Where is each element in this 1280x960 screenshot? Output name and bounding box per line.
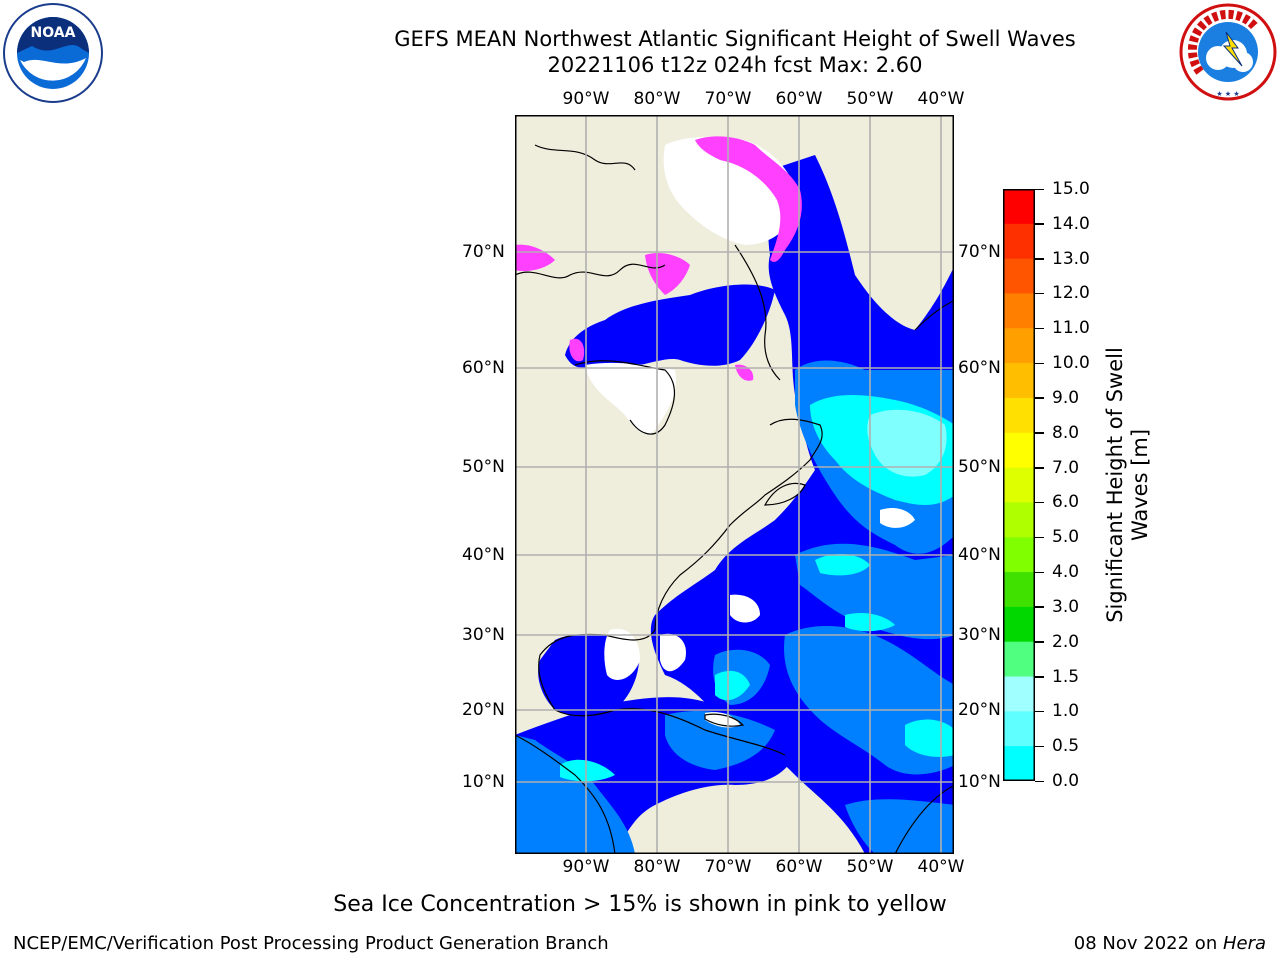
svg-text:NOAA: NOAA (31, 25, 76, 41)
colorbar-tick-label: 14.0 (1052, 213, 1090, 234)
colorbar-tick-label: 1.5 (1052, 666, 1080, 687)
lat-label-right: 10°N (958, 772, 1001, 792)
colorbar-segment (1003, 258, 1035, 294)
colorbar-tick-label: 12.0 (1052, 283, 1090, 304)
colorbar-tick-mark (1035, 710, 1044, 713)
colorbar-tick-label: 0.0 (1052, 771, 1080, 791)
run-date: 08 Nov 2022 on Hera (1073, 933, 1266, 954)
colorbar-tick-mark (1035, 606, 1044, 608)
coastlines (515, 144, 954, 854)
graticule (515, 115, 954, 854)
colorbar-segment (1003, 432, 1035, 469)
colorbar-segment (1003, 328, 1035, 364)
colorbar-tick-mark (1035, 188, 1044, 190)
lat-label-left: 70°N (462, 242, 505, 262)
colorbar-segment (1003, 467, 1035, 503)
colorbar-segment (1003, 363, 1035, 399)
nws-logo-icon: ★ ★ ★ (1179, 3, 1277, 101)
map-title: GEFS MEAN Northwest Atlantic Significant… (394, 27, 1076, 51)
lon-label-top: 80°W (633, 89, 681, 109)
colorbar-tick-mark (1035, 676, 1044, 678)
colorbar-segment (1003, 746, 1035, 781)
colorbar-label: Significant Height of Swell Waves [m] (1103, 347, 1152, 623)
colorbar-tick-label: 4.0 (1052, 562, 1080, 583)
colorbar-tick-mark (1035, 571, 1044, 574)
colorbar-tick-label: 13.0 (1052, 248, 1090, 269)
swell-top-layer (867, 409, 947, 477)
lon-label-top: 40°W (917, 89, 965, 109)
noaa-logo-icon: NOAA (3, 3, 103, 103)
colorbar-tick-mark (1035, 501, 1044, 504)
colorbar-tick-label: 15.0 (1052, 179, 1090, 199)
colorbar-tick-label: 7.0 (1052, 457, 1080, 478)
lon-label-top: 90°W (562, 89, 610, 109)
colorbar-tick-mark (1035, 223, 1044, 225)
lat-label-right: 50°N (958, 457, 1001, 477)
lat-label-left: 10°N (462, 772, 505, 792)
lat-label-right: 20°N (958, 700, 1001, 720)
lon-label-bottom: 40°W (917, 857, 965, 877)
colorbar-tick-mark (1035, 258, 1044, 260)
colorbar-tick-label: 11.0 (1052, 318, 1090, 339)
producer-credit: NCEP/EMC/Verification Post Processing Pr… (13, 933, 609, 954)
colorbar-tick-label: 6.0 (1052, 492, 1080, 513)
sea-ice-note: Sea Ice Concentration > 15% is shown in … (333, 892, 947, 917)
map-subtitle: 20221106 t12z 024h fcst Max: 2.60 (547, 53, 923, 77)
lat-label-left: 40°N (462, 545, 505, 565)
lon-label-bottom: 60°W (775, 857, 823, 877)
colorbar-tick-label: 1.0 (1052, 701, 1080, 722)
colorbar-segment (1003, 572, 1035, 608)
colorbar-tick-label: 0.5 (1052, 736, 1080, 757)
colorbar-tick-mark (1035, 467, 1044, 469)
colorbar-tick-mark (1035, 362, 1044, 365)
colorbar-tick-label: 2.0 (1052, 631, 1080, 652)
colorbar-segment (1003, 293, 1035, 329)
svg-text:★ ★ ★: ★ ★ ★ (1216, 90, 1239, 98)
lon-label-top: 70°W (704, 89, 752, 109)
lon-label-top: 50°W (846, 89, 894, 109)
lat-label-right: 40°N (958, 545, 1001, 565)
lat-label-left: 60°N (462, 358, 505, 378)
colorbar-tick-mark (1035, 292, 1044, 295)
colorbar (1003, 189, 1035, 781)
colorbar-tick-label: 9.0 (1052, 387, 1080, 408)
colorbar-segment (1003, 502, 1035, 538)
lat-label-right: 30°N (958, 625, 1001, 645)
colorbar-tick-mark (1035, 536, 1044, 539)
colorbar-segment (1003, 606, 1035, 643)
colorbar-tick-mark (1035, 641, 1044, 643)
lat-label-left: 50°N (462, 457, 505, 477)
colorbar-segment (1003, 641, 1035, 678)
colorbar-segment (1003, 711, 1035, 747)
lat-label-left: 30°N (462, 625, 505, 645)
map-frame (515, 115, 954, 854)
colorbar-tick-mark (1035, 745, 1044, 748)
colorbar-segment (1003, 223, 1035, 260)
lat-label-right: 70°N (958, 242, 1001, 262)
lat-label-right: 60°N (958, 358, 1001, 378)
lon-label-bottom: 70°W (704, 857, 752, 877)
colorbar-tick-mark (1035, 780, 1044, 782)
colorbar-tick-label: 10.0 (1052, 353, 1090, 374)
lon-label-top: 60°W (775, 89, 823, 109)
colorbar-tick-label: 5.0 (1052, 527, 1080, 548)
lat-label-left: 20°N (462, 700, 505, 720)
colorbar-segment (1003, 189, 1035, 225)
lon-label-bottom: 80°W (633, 857, 681, 877)
lon-label-bottom: 90°W (562, 857, 610, 877)
lon-label-bottom: 50°W (846, 857, 894, 877)
colorbar-segment (1003, 676, 1035, 712)
swell-height-map (515, 115, 954, 854)
colorbar-tick-mark (1035, 397, 1044, 399)
colorbar-tick-mark (1035, 327, 1044, 330)
colorbar-tick-label: 8.0 (1052, 422, 1080, 443)
colorbar-segment (1003, 397, 1035, 434)
colorbar-tick-mark (1035, 432, 1044, 434)
colorbar-tick-label: 3.0 (1052, 596, 1080, 617)
colorbar-segment (1003, 537, 1035, 573)
